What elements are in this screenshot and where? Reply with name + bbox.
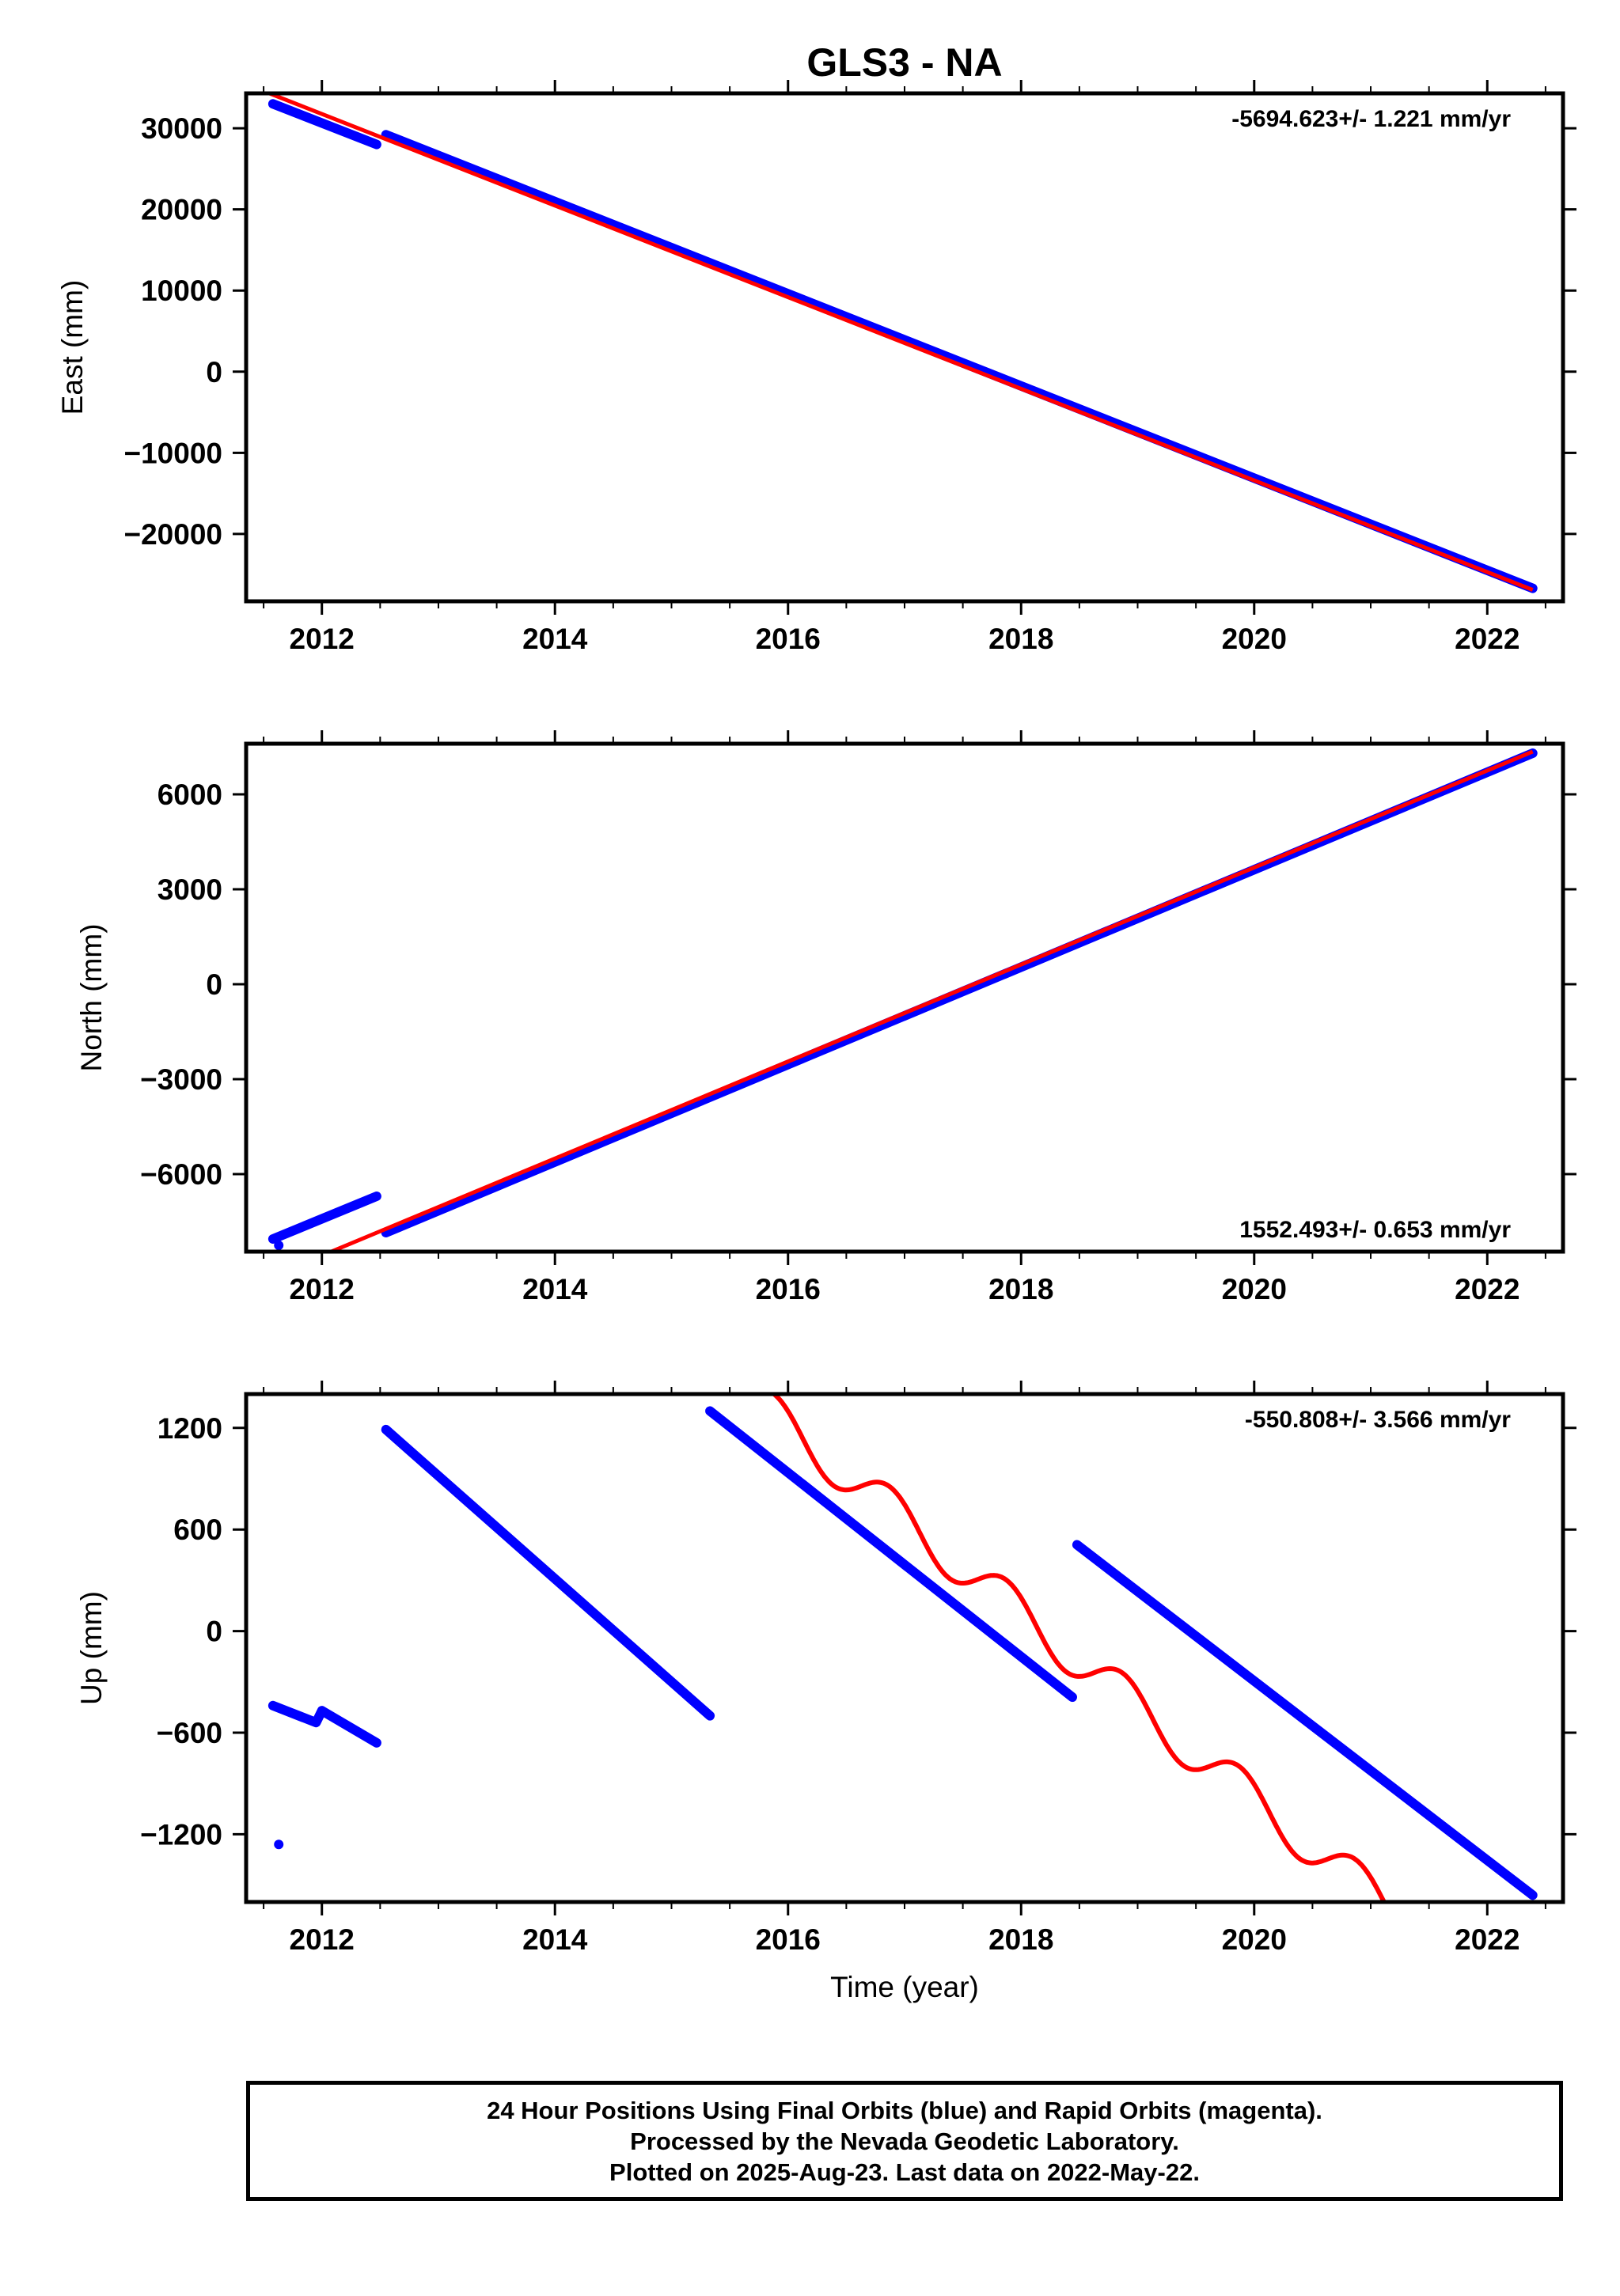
data-series-0 (267, 1700, 381, 1748)
up-data-marks (267, 1394, 1538, 1902)
x-tick-label: 2014 (522, 1923, 588, 1956)
fit-line (268, 93, 1534, 592)
x-tick-label: 2016 (756, 1923, 821, 1956)
y-tick-label: 30000 (141, 112, 222, 145)
north-data-marks (267, 748, 1538, 1252)
up-plot-frame (244, 1392, 1565, 1904)
east-data-marks (267, 93, 1538, 593)
up-ylabel: Up (mm) (75, 1591, 108, 1705)
east-ylabel: East (mm) (56, 280, 89, 415)
y-tick-label: −1200 (140, 1818, 222, 1851)
y-tick-label: 1200 (157, 1412, 222, 1445)
x-tick-label: 2022 (1455, 1273, 1519, 1305)
outlier-point-0 (274, 1839, 284, 1850)
data-series-1 (381, 1424, 715, 1721)
data-series-3 (1072, 1540, 1538, 1900)
x-tick-label: 2014 (522, 1273, 588, 1305)
x-tick-label: 2022 (1455, 1923, 1519, 1956)
up-rate-label: -550.808+/- 3.566 mm/yr (1245, 1407, 1511, 1433)
data-series-0 (267, 1192, 381, 1244)
x-tick-label: 2016 (756, 1273, 821, 1305)
north-panel: 2012 2014 2016 2018 2020 2022 6000 3000 0 −3000 −6… (75, 730, 1576, 1305)
y-tick-label: 0 (206, 356, 222, 388)
y-tick-label: −20000 (124, 518, 223, 551)
x-tick-label: 2014 (522, 623, 588, 655)
up-panel: 2012 2014 2016 2018 2020 2022 1200 600 0 −600 −120… (75, 1381, 1576, 1956)
y-tick-label: 20000 (141, 194, 222, 226)
y-tick-label: 3000 (157, 873, 222, 906)
x-tick-label: 2018 (988, 1923, 1053, 1956)
x-tick-label: 2022 (1455, 623, 1519, 655)
y-tick-label: 600 (173, 1514, 222, 1546)
y-tick-label: −600 (157, 1717, 222, 1749)
north-rate-label: 1552.493+/- 0.653 mm/yr (1239, 1217, 1511, 1243)
y-tick-label: 0 (206, 1616, 222, 1648)
footer-line-3: Plotted on 2025-Aug-23. Last data on 202… (609, 2158, 1200, 2186)
x-tick-label: 2018 (988, 1273, 1053, 1305)
x-tick-label: 2020 (1222, 623, 1287, 655)
y-tick-label: 10000 (141, 275, 222, 307)
fit-curve (772, 1394, 1387, 1902)
up-axis-ticks: 2012 2014 2016 2018 2020 2022 1200 600 0 −600 −120… (140, 1381, 1576, 1956)
x-tick-label: 2012 (290, 1923, 355, 1956)
x-tick-label: 2020 (1222, 1923, 1287, 1956)
chart-title: GLS3 - NA (806, 40, 1002, 85)
y-tick-label: 6000 (157, 779, 222, 811)
x-tick-label: 2012 (290, 623, 355, 655)
east-panel: 2012 2014 2016 2018 2020 2022 30000 20000 10000 0… (56, 80, 1576, 655)
data-series-2 (705, 1406, 1077, 1703)
footer-line-1: 24 Hour Positions Using Final Orbits (bl… (487, 2096, 1322, 2124)
y-tick-label: −10000 (124, 437, 223, 469)
x-tick-label: 2018 (988, 623, 1053, 655)
y-tick-label: −3000 (140, 1063, 222, 1096)
data-series-0 (267, 99, 381, 150)
outlier-point-0 (274, 1241, 284, 1250)
x-tick-label: 2016 (756, 623, 821, 655)
north-axis-ticks: 2012 2014 2016 2018 2020 2022 6000 3000 0 −3000 −6… (140, 730, 1576, 1305)
x-tick-label: 2020 (1222, 1273, 1287, 1305)
east-rate-label: -5694.623+/- 1.221 mm/yr (1231, 106, 1511, 132)
east-axis-ticks: 2012 2014 2016 2018 2020 2022 30000 20000 10000 0… (124, 80, 1576, 655)
north-ylabel: North (mm) (75, 923, 108, 1071)
fit-line (330, 749, 1534, 1252)
footer-info-box: 24 Hour Positions Using Final Orbits (bl… (246, 2081, 1563, 2201)
x-tick-label: 2012 (290, 1273, 355, 1305)
y-tick-label: −6000 (140, 1158, 222, 1191)
footer-line-2: Processed by the Nevada Geodetic Laborat… (630, 2127, 1179, 2155)
y-tick-label: 0 (206, 968, 222, 1001)
x-axis-label: Time (year) (830, 1971, 979, 2003)
